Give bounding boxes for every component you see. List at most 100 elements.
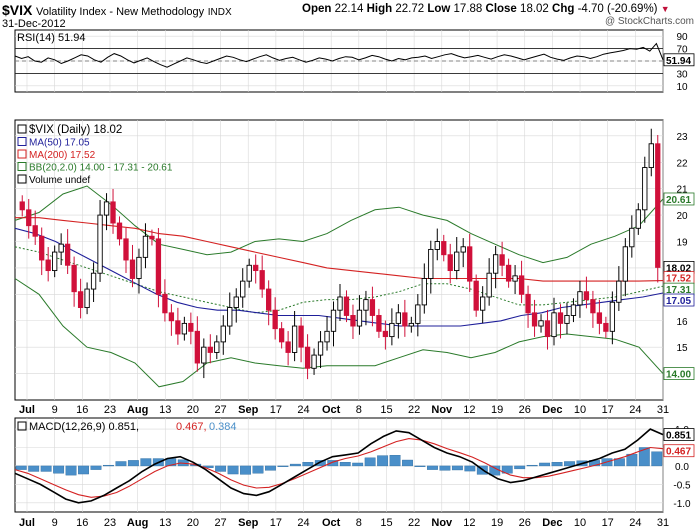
candle-body [272, 309, 278, 330]
candle-body [253, 264, 259, 272]
legend-swatch [17, 149, 27, 159]
candle-body [590, 299, 596, 314]
candle-body [551, 312, 557, 338]
candle-body [454, 251, 460, 272]
price-legend-item: $VIX (Daily) 18.02 [17, 124, 122, 136]
price-x-tick: 17 [602, 404, 614, 416]
macd-x-tick: Nov [431, 517, 453, 529]
candle [473, 274, 479, 317]
candle [19, 195, 25, 217]
candle-body [460, 246, 466, 253]
macd-histogram-bar [352, 462, 364, 467]
candle-body [26, 209, 32, 227]
price-x-tick: 17 [270, 404, 282, 416]
rsi-y-tick: 70 [676, 45, 688, 56]
tag-close-text: 18.02 [666, 263, 691, 274]
price-y-tick: 15 [676, 343, 688, 354]
tag-ma200: 17.52 [663, 271, 695, 285]
candle-body [291, 325, 298, 353]
exchange: INDX [207, 7, 232, 18]
tag-ma50-box [663, 293, 695, 307]
macd-histogram-bar [638, 447, 650, 467]
price-legend-item: MA(200) 17.52 [17, 149, 96, 161]
ma200-line [15, 217, 664, 282]
price-x-tick: Oct [322, 404, 341, 416]
candle-body [363, 299, 369, 311]
candle-body [77, 291, 84, 308]
candle [499, 241, 505, 277]
price-x-tick: 16 [76, 404, 88, 416]
macd-x-tick: Dec [542, 517, 562, 529]
candle-body [350, 315, 356, 327]
candle [512, 265, 518, 295]
candle [90, 262, 97, 302]
candle [505, 258, 512, 288]
candle [583, 276, 590, 309]
candle-body [311, 354, 317, 369]
price-x-tick: 20 [187, 404, 199, 416]
candle-body [207, 346, 213, 353]
low-value: 17.88 [453, 3, 483, 15]
candle [518, 260, 525, 304]
candle [227, 292, 233, 335]
candle-body [201, 346, 207, 364]
macd-histogram-bar [227, 465, 239, 475]
macd-histogram-bar [277, 465, 289, 467]
instrument-name: Volatility Index - New Methodology [35, 6, 205, 18]
macd-histogram-bar [103, 464, 114, 467]
candle-body [123, 238, 129, 261]
candle [194, 316, 200, 372]
macd-x-tick: 16 [76, 517, 88, 529]
candle [266, 280, 272, 326]
candle [467, 233, 473, 292]
candle-body [32, 225, 38, 237]
candle-body [616, 280, 622, 303]
price-x-tick: 13 [159, 404, 171, 416]
legend-label: Volume undef [29, 175, 90, 186]
macd-histogram-bar [215, 465, 227, 472]
candle [97, 200, 103, 282]
candle-body [266, 288, 272, 311]
price-x-tick: Nov [431, 404, 453, 416]
candle [311, 348, 317, 375]
tag-bb-lower-box [663, 367, 695, 380]
tag-bb-upper-text: 20.61 [666, 195, 691, 206]
macd-histogram-bar [327, 460, 339, 467]
price-y-tick: 20 [676, 211, 688, 222]
legend-label: BB(20,2.0) 14.00 - 17.31 - 20.61 [29, 163, 173, 174]
macd-x-tick: 9 [52, 517, 58, 529]
candle-body [505, 264, 512, 282]
candle [52, 245, 58, 278]
candle [181, 316, 188, 341]
candle [570, 298, 577, 323]
candle-body [149, 235, 155, 240]
candle [214, 335, 220, 360]
watermark: @ StockCharts.com [604, 16, 694, 27]
chg-value: -4.70 (-20.69%) [577, 3, 658, 15]
macd-histogram-bar [140, 458, 152, 467]
candle [149, 229, 155, 246]
macd-histogram-bar [389, 455, 401, 467]
candle [577, 280, 583, 318]
tag-macd-signal-text: 0.467 [666, 447, 691, 458]
candle [129, 244, 136, 288]
tag-macd-text: 0.851 [666, 431, 691, 442]
macd-x-tick: 12 [463, 517, 475, 529]
candle-body [71, 264, 77, 293]
macd-x-tick: Jul [19, 517, 35, 529]
candle [246, 258, 252, 288]
macd-histogram-bar [464, 465, 476, 472]
candle [201, 338, 207, 379]
candle-body [90, 272, 97, 290]
candle [402, 299, 408, 337]
candle [596, 299, 603, 335]
candle [421, 263, 427, 314]
candle [71, 256, 77, 307]
candle [350, 304, 356, 339]
macd-histogram-bar [265, 465, 276, 471]
open-label: Open [302, 3, 332, 15]
candle-body [155, 238, 162, 295]
price-x-tick: Aug [127, 404, 148, 416]
macd-histogram-bar [40, 465, 52, 472]
candle-body [570, 304, 577, 316]
